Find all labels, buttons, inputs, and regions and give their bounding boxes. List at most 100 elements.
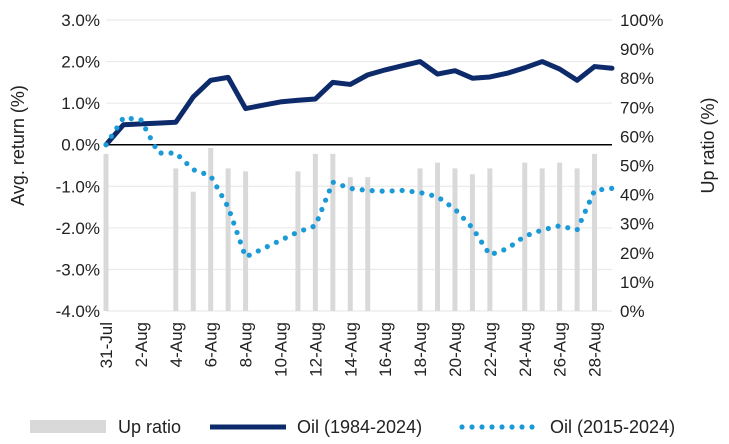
oil-short-dot xyxy=(255,248,261,254)
oil-short-dot xyxy=(241,248,247,254)
up-ratio-bar xyxy=(487,168,493,311)
oil-short-dot xyxy=(119,116,125,123)
x-tick-label: 31-Jul xyxy=(97,322,116,368)
oil-short-dot xyxy=(282,235,288,241)
oil-short-dot xyxy=(484,247,490,254)
up-ratio-bar xyxy=(365,177,371,311)
y-left-tick-label: -2.0% xyxy=(56,219,100,238)
legend: Up ratio Oil (1984-2024) Oil (2015-2024) xyxy=(30,417,675,437)
oil-short-dot xyxy=(446,202,452,208)
oil-short-dot xyxy=(599,186,605,193)
y-left-tick-label: -1.0% xyxy=(56,177,100,196)
up-ratio-bars xyxy=(103,148,598,311)
legend-dot xyxy=(479,424,485,430)
legend-dot xyxy=(529,424,535,430)
y-left-tick-label: 3.0% xyxy=(61,11,100,30)
oil-short-dot xyxy=(555,223,561,229)
oil-short-dot xyxy=(108,133,115,139)
legend-dot xyxy=(459,424,465,430)
legend-dot xyxy=(509,424,515,430)
legend-dot xyxy=(499,424,505,430)
x-tick-label: 20-Aug xyxy=(446,322,465,377)
oil-short-line xyxy=(103,116,615,258)
x-tick-label: 22-Aug xyxy=(481,322,500,377)
oil-short-dot xyxy=(340,183,346,189)
y-right-tick-label: 0% xyxy=(620,302,645,321)
y-axis-left-title: Avg. return (%) xyxy=(8,85,28,206)
oil-short-dot xyxy=(273,239,279,245)
oil-short-dot xyxy=(536,228,542,234)
oil-short-dot xyxy=(454,208,460,214)
oil-short-dot xyxy=(219,193,225,199)
y-left-tick-label: -3.0% xyxy=(56,260,100,279)
oil-short-dot xyxy=(214,184,220,190)
oil-short-dot xyxy=(138,117,144,123)
oil-short-dot xyxy=(509,242,516,248)
oil-short-dot xyxy=(128,116,134,122)
y-left-tick-label: 0.0% xyxy=(61,136,100,155)
oil-short-dot xyxy=(291,231,297,237)
oil-short-dot xyxy=(231,220,237,226)
x-tick-label: 26-Aug xyxy=(551,322,570,377)
legend-oil-short-swatch xyxy=(459,424,535,430)
oil-short-dot xyxy=(209,175,215,181)
oil-short-dot xyxy=(184,160,190,167)
up-ratio-bar xyxy=(173,168,179,311)
x-axis-ticks: 31-Jul 2-Aug 4-Aug 6-Aug 8-Aug 10-Aug 12-Aug 14… xyxy=(97,322,605,377)
oil-short-dot xyxy=(574,226,580,233)
y-right-tick-label: 80% xyxy=(620,69,654,88)
oil-short-dot xyxy=(322,197,329,203)
y-right-tick-label: 70% xyxy=(620,98,654,117)
legend-up-ratio-swatch xyxy=(30,420,106,433)
x-tick-label: 12-Aug xyxy=(306,322,325,377)
y-left-tick-label: 1.0% xyxy=(61,94,100,113)
oil-short-dot xyxy=(565,225,571,231)
oil-short-dot xyxy=(191,167,197,173)
legend-up-ratio-label: Up ratio xyxy=(118,417,181,437)
oil-short-dot xyxy=(147,135,153,141)
legend-oil-long-label: Oil (1984-2024) xyxy=(297,417,422,437)
x-tick-label: 28-Aug xyxy=(586,322,605,377)
x-tick-label: 8-Aug xyxy=(237,322,256,367)
oil-short-dot xyxy=(517,236,524,242)
oil-short-dot xyxy=(473,231,479,237)
up-ratio-bar xyxy=(469,174,475,311)
oil-short-dot xyxy=(349,186,355,192)
oil-short-dot xyxy=(399,187,405,194)
y-axis-right-title: Up ratio (%) xyxy=(698,97,718,193)
up-ratio-bar xyxy=(225,168,231,311)
x-tick-label: 16-Aug xyxy=(376,322,395,377)
oil-short-dot xyxy=(409,188,415,195)
oil-short-dot xyxy=(201,170,207,177)
up-ratio-bar xyxy=(539,168,545,311)
legend-dot xyxy=(469,424,475,430)
oil-short-dot xyxy=(158,150,164,156)
up-ratio-bar xyxy=(295,171,301,311)
x-tick-label: 4-Aug xyxy=(167,322,186,367)
up-ratio-bar xyxy=(452,168,458,311)
oil-short-dot xyxy=(491,250,497,256)
up-ratio-bar xyxy=(417,168,423,311)
x-tick-label: 2-Aug xyxy=(132,322,151,367)
oil-short-dot xyxy=(237,239,243,245)
up-ratio-bar xyxy=(312,153,318,311)
oil-short-dot xyxy=(460,215,467,221)
x-tick-label: 6-Aug xyxy=(202,322,221,367)
y-axis-right-ticks: 100% 90% 80% 70% 60% 50% 40% 30% 20% 10% 0% xyxy=(620,11,663,321)
oil-short-dot xyxy=(310,224,316,230)
oil-short-dot xyxy=(359,187,365,193)
oil-short-dot xyxy=(168,150,174,156)
up-ratio-bar xyxy=(347,177,353,311)
up-ratio-bar xyxy=(522,162,528,311)
legend-dot xyxy=(489,424,495,430)
legend-dot xyxy=(519,424,525,430)
oil-short-dot xyxy=(264,244,270,250)
y-right-tick-label: 20% xyxy=(620,244,654,263)
y-right-tick-label: 30% xyxy=(620,215,654,234)
oil-short-dot xyxy=(319,206,325,213)
oil-short-dot xyxy=(429,192,435,198)
oil-short-dot xyxy=(103,142,109,148)
y-right-tick-label: 60% xyxy=(620,127,654,146)
up-ratio-bar xyxy=(574,168,580,311)
